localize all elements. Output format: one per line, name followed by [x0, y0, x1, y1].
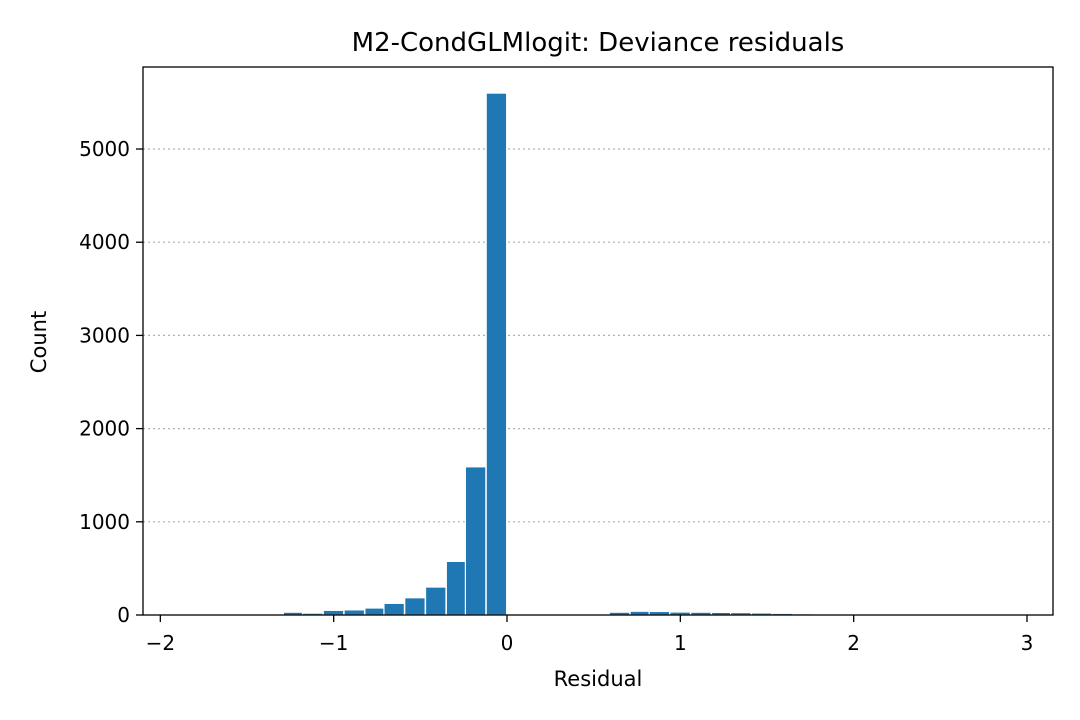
x-tick-label-5: 3	[1021, 631, 1034, 655]
bar-8	[322, 609, 345, 616]
x-tick-label-2: 0	[501, 631, 514, 655]
y-tick-label-2: 2000	[79, 417, 130, 441]
y-tick-label-1: 1000	[79, 510, 130, 534]
y-axis-label: Count	[27, 311, 51, 373]
y-tick-label-3: 3000	[79, 323, 130, 347]
x-tick-label-1: −1	[319, 631, 348, 655]
bar-11	[383, 602, 405, 616]
bar-16	[485, 92, 508, 616]
bar-9	[343, 609, 366, 616]
x-tick-label-4: 2	[847, 631, 860, 655]
y-axis-ticks: 0 1000 2000 3000 4000 5000	[79, 137, 143, 627]
bar-15	[464, 466, 487, 616]
bar-12	[404, 597, 426, 616]
y-tick-label-0: 0	[117, 603, 130, 627]
y-tick-label-5: 5000	[79, 137, 130, 161]
bar-10	[364, 607, 386, 616]
x-tick-label-3: 1	[674, 631, 687, 655]
x-tick-label-0: −2	[146, 631, 175, 655]
x-axis-ticks: −2 −1 0 1 2 3	[146, 615, 1034, 655]
chart-title: M2-CondGLMlogit: Deviance residuals	[352, 28, 845, 58]
plot-frame	[142, 66, 1054, 616]
x-axis-label: Residual	[554, 667, 643, 691]
bar-14	[445, 560, 468, 616]
y-tick-label-4: 4000	[79, 230, 130, 254]
grid-lines	[143, 148, 1053, 523]
bars	[282, 92, 977, 616]
bar-13	[424, 586, 447, 616]
